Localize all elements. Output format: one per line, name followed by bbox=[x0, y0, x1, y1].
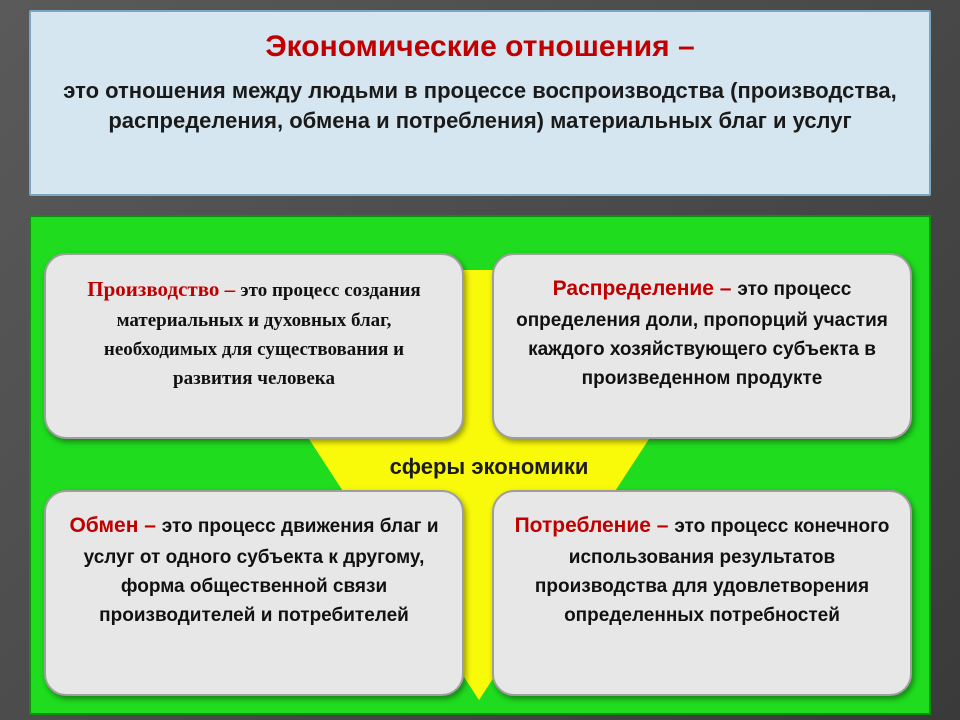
card-text: Обмен – это процесс движения благ и услу… bbox=[62, 510, 446, 631]
header-box: Экономические отношения – это отношения … bbox=[29, 10, 931, 196]
header-title: Экономические отношения – bbox=[61, 30, 899, 64]
center-label: сферы экономики bbox=[349, 454, 629, 480]
card-exchange: Обмен – это процесс движения благ и услу… bbox=[44, 490, 464, 696]
card-term: Потребление – bbox=[515, 514, 675, 537]
card-text: Производство – это процесс создания мате… bbox=[62, 273, 446, 394]
card-production: Производство – это процесс создания мате… bbox=[44, 253, 464, 439]
card-text: Потребление – это процесс конечного испо… bbox=[510, 510, 894, 631]
card-consumption: Потребление – это процесс конечного испо… bbox=[492, 490, 912, 696]
card-term: Обмен – bbox=[69, 514, 161, 537]
card-term: Распределение – bbox=[553, 277, 738, 300]
card-text: Распределение – это процесс определения … bbox=[510, 273, 894, 394]
card-distribution: Распределение – это процесс определения … bbox=[492, 253, 912, 439]
header-body: это отношения между людьми в процессе во… bbox=[61, 76, 899, 135]
card-term: Производство – bbox=[87, 277, 240, 301]
slide: Экономические отношения – это отношения … bbox=[29, 0, 931, 720]
